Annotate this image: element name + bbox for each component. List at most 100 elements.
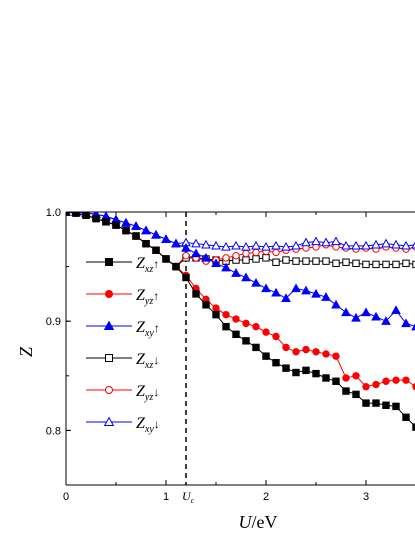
data-point-square	[302, 257, 310, 265]
data-point-square	[362, 260, 370, 269]
data-point-triangle	[411, 241, 415, 249]
data-point-triangle	[211, 258, 221, 268]
data-point-square	[292, 368, 300, 377]
data-point-square	[382, 260, 390, 269]
data-point-triangle	[251, 240, 261, 250]
data-point-square	[332, 377, 340, 385]
data-point-triangle	[371, 311, 381, 321]
data-point-circle	[232, 315, 240, 323]
data-point-square	[262, 352, 270, 360]
data-point-circle	[402, 376, 410, 384]
data-point-square	[352, 390, 360, 399]
legend-label: Zxy↓	[136, 415, 160, 435]
legend-label-sub: xz	[144, 264, 153, 275]
data-point-square	[172, 262, 180, 271]
data-point-square	[102, 218, 110, 226]
data-point-square	[342, 387, 350, 395]
data-point-triangle	[221, 262, 231, 272]
data-point-circle	[302, 345, 310, 354]
data-point-triangle	[401, 318, 411, 328]
data-point-square	[302, 366, 310, 375]
data-point-square	[272, 358, 280, 367]
data-point-triangle	[141, 225, 151, 235]
data-point-triangle	[361, 240, 371, 250]
data-point-triangle	[191, 248, 201, 258]
data-point-square	[82, 212, 90, 219]
data-point-square	[222, 322, 230, 331]
data-point-triangle	[371, 239, 381, 249]
data-point-triangle	[411, 323, 415, 331]
data-point-square	[232, 330, 240, 339]
data-point-square	[362, 399, 370, 407]
data-point-circle	[252, 322, 260, 331]
data-point-square	[92, 214, 100, 223]
data-point-triangle	[331, 236, 341, 246]
data-point-circle	[352, 372, 360, 380]
data-point-triangle	[351, 312, 361, 322]
data-point-triangle	[321, 292, 331, 301]
data-point-square	[272, 258, 280, 266]
data-point-triangle	[171, 238, 181, 248]
data-point-triangle	[241, 241, 251, 251]
data-point-square	[392, 402, 400, 411]
x-axis-label-unit: /eV	[252, 512, 278, 532]
data-point-triangle	[311, 288, 321, 298]
data-point-square	[242, 337, 250, 345]
data-point-triangle	[291, 283, 301, 293]
data-point-triangle	[361, 307, 371, 317]
data-point-square	[312, 257, 320, 265]
legend-entry: Zxz↑	[86, 255, 159, 275]
x-tick-label: 2	[263, 491, 269, 503]
data-point-square	[66, 212, 70, 216]
data-point-circle	[272, 332, 280, 341]
data-point-triangle	[131, 221, 141, 230]
data-point-circle	[362, 383, 370, 391]
legend-label-main: Z	[136, 255, 146, 272]
legend-label: Zyz↓	[136, 383, 159, 403]
legend-label: Zxz↓	[136, 351, 159, 371]
legend-label: Zyz↑	[136, 287, 159, 307]
data-point-triangle	[271, 240, 281, 250]
legend-entry: Zxz↓	[86, 351, 159, 371]
data-point-triangle	[103, 416, 115, 426]
legend-label-sub: xy	[144, 328, 154, 339]
legend-entry: Zyz↑	[86, 287, 159, 307]
data-point-triangle	[261, 283, 271, 293]
data-point-circle	[262, 328, 270, 336]
data-point-circle	[182, 251, 190, 260]
y-ticks: 0.8 0.9 1.0	[46, 207, 71, 486]
data-point-circle	[382, 377, 390, 385]
legend-label-spin: ↑	[154, 321, 160, 335]
legend-label-spin: ↓	[153, 385, 159, 399]
series-line	[66, 212, 415, 327]
data-point-square	[182, 273, 190, 282]
data-point-square	[202, 301, 210, 309]
data-point-square	[72, 212, 80, 217]
data-point-triangle	[191, 238, 201, 248]
data-point-triangle	[391, 239, 401, 249]
data-point-circle	[222, 310, 230, 319]
data-point-square	[322, 374, 330, 382]
data-point-triangle	[331, 299, 341, 309]
data-point-square	[372, 399, 380, 407]
data-point-triangle	[103, 320, 115, 330]
legend-label-sub: yz	[144, 296, 153, 307]
data-point-triangle	[231, 268, 241, 277]
data-point-triangle	[301, 237, 311, 247]
data-point-circle	[242, 249, 250, 258]
data-point-square	[162, 255, 170, 263]
series-line	[66, 212, 415, 388]
data-point-triangle	[301, 285, 311, 295]
y-tick-label: 0.8	[46, 425, 61, 437]
data-point-triangle	[281, 241, 291, 251]
data-point-circle	[372, 380, 380, 389]
x-axis-label: U/eV	[239, 512, 278, 532]
legend-label-main: Z	[136, 319, 146, 336]
series-xy-down	[66, 212, 415, 251]
data-point-circle	[212, 304, 220, 312]
data-point-triangle	[381, 316, 391, 325]
y-tick-label: 1.0	[46, 207, 61, 219]
data-point-circle	[342, 374, 350, 382]
data-point-square	[152, 246, 160, 254]
legend-label-spin: ↓	[153, 353, 159, 367]
